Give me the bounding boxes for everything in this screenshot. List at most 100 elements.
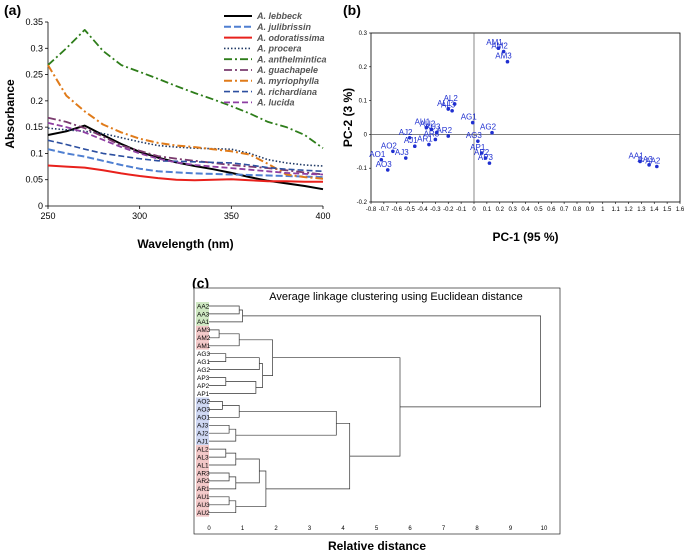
data-point bbox=[433, 137, 438, 142]
x-tick-label: 10 bbox=[541, 526, 548, 532]
x-axis-label: Relative distance bbox=[328, 539, 426, 553]
x-tick-label: 1.2 bbox=[624, 207, 633, 213]
leaf-background bbox=[196, 500, 209, 509]
leaf-background bbox=[196, 508, 209, 517]
x-tick-label: 5 bbox=[375, 526, 379, 532]
leaf-background bbox=[196, 325, 209, 334]
legend-label: A. lebbeck bbox=[256, 11, 303, 21]
x-tick-label: -0.2 bbox=[443, 207, 454, 213]
leaf-label: AJ3 bbox=[197, 423, 209, 430]
x-tick-label: 1.5 bbox=[663, 207, 672, 213]
leaf-background bbox=[196, 341, 209, 350]
data-point bbox=[424, 125, 429, 130]
leaf-label: AU1 bbox=[197, 494, 210, 501]
panel-label-a: (a) bbox=[4, 2, 21, 18]
data-point bbox=[379, 157, 384, 162]
point-label: AA2 bbox=[645, 157, 661, 166]
chart-title: Average linkage clustering using Euclide… bbox=[269, 291, 523, 303]
legend-label: A. myriophylla bbox=[256, 76, 319, 86]
data-point bbox=[655, 164, 659, 169]
leaf-background bbox=[196, 445, 209, 454]
data-point bbox=[412, 144, 417, 149]
x-tick-label: 350 bbox=[224, 211, 239, 221]
x-tick-label: 1 bbox=[241, 526, 245, 532]
leaf-background bbox=[196, 437, 209, 446]
legend-label: A. julibrissin bbox=[256, 22, 312, 32]
x-tick-label: 0.5 bbox=[534, 207, 543, 213]
leaf-label: AU3 bbox=[197, 502, 210, 509]
y-axis-label: Absorbance bbox=[3, 79, 17, 149]
data-point bbox=[452, 102, 457, 106]
leaf-label: AL2 bbox=[197, 446, 209, 453]
leaf-label: AA3 bbox=[197, 311, 210, 318]
x-tick-label: 8 bbox=[475, 526, 479, 532]
data-point bbox=[490, 130, 494, 135]
point-label: AM3 bbox=[495, 52, 512, 61]
point-label: AP3 bbox=[478, 153, 494, 162]
series-line bbox=[47, 116, 324, 176]
leaf-background bbox=[196, 421, 209, 430]
legend-label: A. richardiana bbox=[256, 87, 317, 97]
point-label: AA3 bbox=[638, 155, 654, 164]
data-point bbox=[385, 168, 390, 172]
data-point bbox=[427, 142, 431, 147]
point-label: AR3 bbox=[424, 129, 440, 138]
panel-label-c: (c) bbox=[192, 275, 209, 291]
y-tick-label: 0.15 bbox=[25, 122, 43, 132]
y-tick-label: 0 bbox=[38, 201, 43, 211]
leaf-background bbox=[196, 413, 209, 422]
leaf-label: AP2 bbox=[197, 383, 210, 390]
x-tick-label: 1 bbox=[601, 207, 605, 213]
leaf-background bbox=[196, 476, 209, 485]
y-tick-label: 0.1 bbox=[30, 148, 43, 158]
leaf-background bbox=[196, 381, 209, 390]
x-tick-label: 0.4 bbox=[521, 207, 530, 213]
leaf-background bbox=[196, 357, 209, 366]
leaf-background bbox=[196, 492, 209, 501]
y-tick-label: -0.2 bbox=[357, 200, 368, 206]
x-axis: 0 1 2 3 4 5 6 7 8 9 10 bbox=[207, 526, 548, 532]
leaf-label: AA1 bbox=[197, 319, 210, 326]
data-point bbox=[487, 161, 492, 165]
leaf-label: AM2 bbox=[197, 335, 211, 342]
point-label: AL1 bbox=[437, 99, 452, 108]
x-tick-label: 0.2 bbox=[496, 207, 505, 213]
leaf-label: AL1 bbox=[197, 462, 209, 469]
leaf-label: AO1 bbox=[197, 415, 210, 422]
x-tick-label: 7 bbox=[442, 526, 446, 532]
data-point bbox=[434, 130, 439, 135]
series-line bbox=[47, 139, 324, 173]
series-lines bbox=[47, 29, 324, 191]
data-point bbox=[505, 59, 510, 64]
point-label: AA1 bbox=[629, 151, 645, 160]
leaf-label: AO3 bbox=[197, 407, 210, 414]
leaf-labels: AA2AA3AA1AM3AM2AM1AG3AG1AG2AP3AP2AP1AO2A… bbox=[196, 302, 211, 517]
x-tick-label: -0.3 bbox=[430, 207, 441, 213]
leaf-label: AG1 bbox=[197, 359, 210, 366]
x-tick-label: 0.3 bbox=[508, 207, 517, 213]
leaf-background bbox=[196, 484, 209, 493]
leaf-background bbox=[196, 373, 209, 382]
leaf-background bbox=[196, 389, 209, 398]
data-point bbox=[429, 127, 434, 132]
data-point bbox=[476, 139, 480, 143]
point-label: AJ2 bbox=[399, 128, 413, 137]
x-tick-label: 0.6 bbox=[547, 207, 556, 213]
series-line bbox=[47, 64, 324, 180]
data-point bbox=[403, 156, 408, 160]
leaf-background bbox=[196, 468, 209, 477]
leaf-background bbox=[196, 309, 209, 318]
y-tick-label: 0.2 bbox=[359, 65, 368, 71]
point-label: AO1 bbox=[369, 150, 386, 159]
y-tick-label: 0.1 bbox=[359, 99, 368, 105]
y-tick-label: 0.3 bbox=[30, 43, 43, 53]
leaf-label: AM3 bbox=[197, 327, 211, 334]
x-tick-label: 9 bbox=[509, 526, 513, 532]
x-axis-label: Wavelength (nm) bbox=[137, 237, 233, 251]
x-tick-label: 0.8 bbox=[573, 207, 582, 213]
dendrogram-branches bbox=[209, 305, 541, 514]
point-label: AG3 bbox=[466, 131, 483, 140]
point-label: AJ3 bbox=[395, 148, 409, 157]
